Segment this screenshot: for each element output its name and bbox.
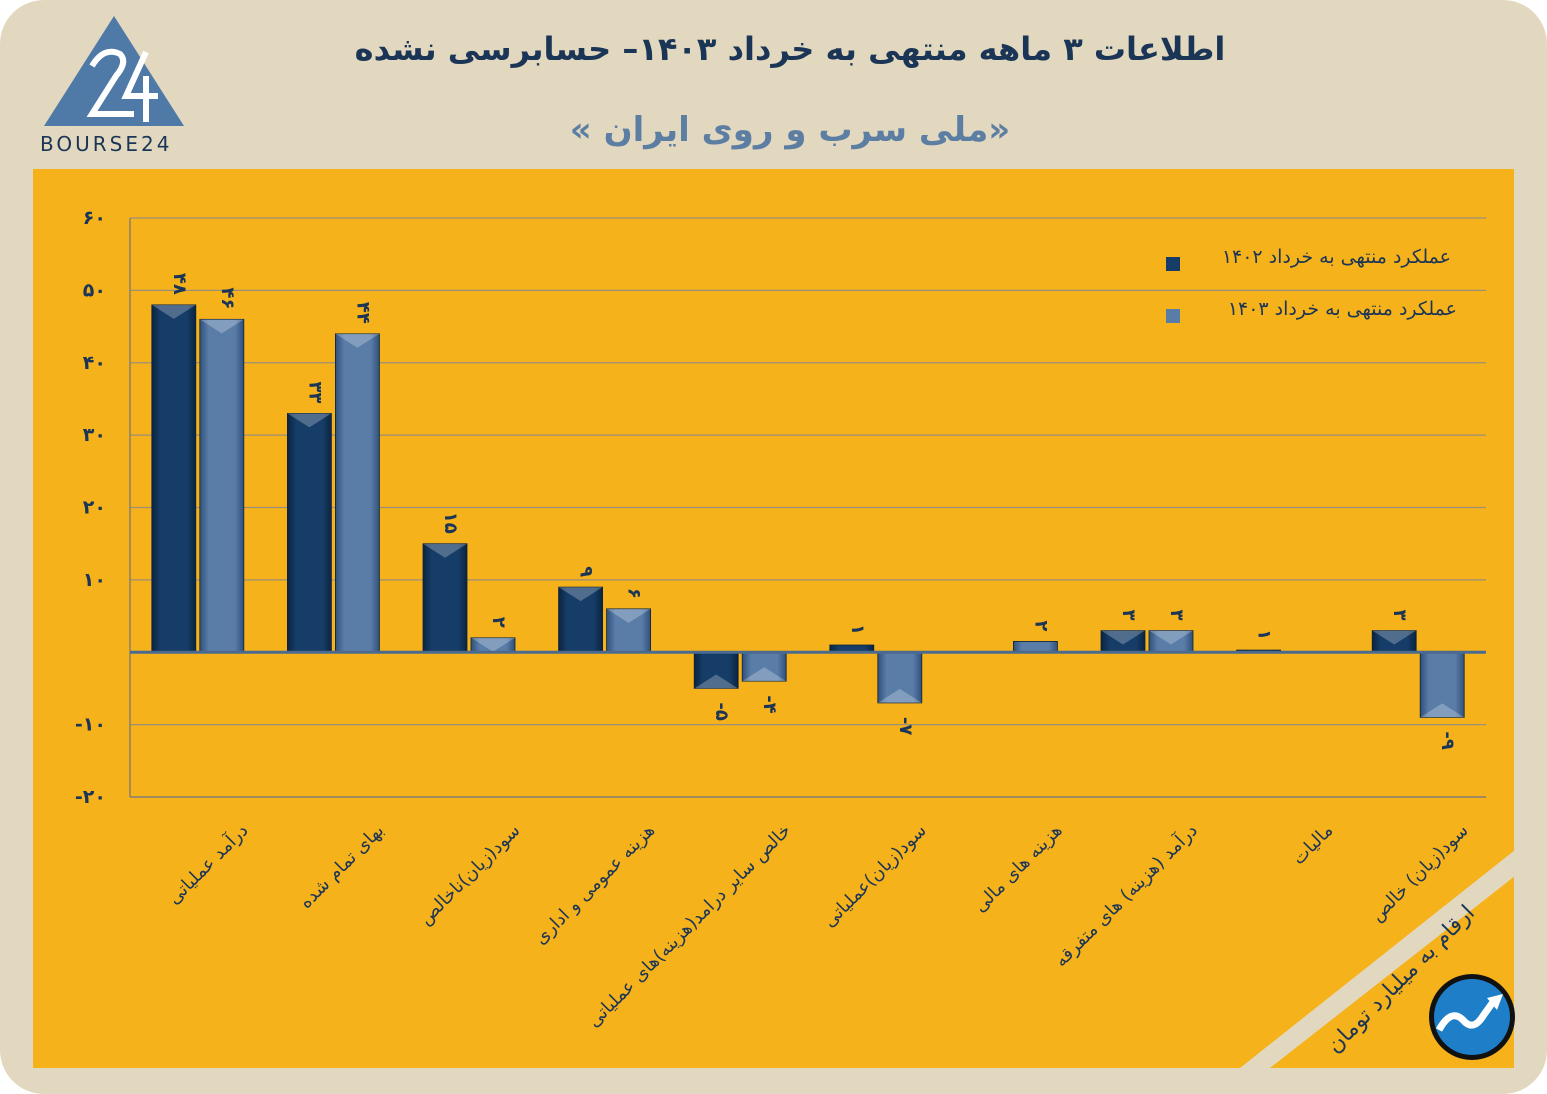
data-label: ۲ [488,617,509,628]
bar-bevel [151,304,196,319]
bar-chart: -۲۰ -۱۰ ۱۰ ۲۰ ۳۰ ۴۰ ۵۰ ۶۰ ۴۸ ۳۳ ۱۵ ۹ -۵ ۱ ۳ ۱ ۳ ۴۶ ۴۴ ۲ ۶ -۴ -… [75,207,1486,808]
data-label: ۱ [1254,629,1275,640]
bar-1403 [606,608,651,653]
bar-bevel [287,413,332,428]
bar-1402 [422,543,468,653]
bar-bevel [1149,630,1193,645]
bar-1402 [693,651,739,689]
data-label: ۳ [1389,610,1410,621]
bar-bevel [471,637,515,652]
page-title: اطلاعات ۳ ماهه منتهی به خرداد ۱۴۰۳– حساب… [354,30,1226,68]
y-tick-label: -۱۰ [75,714,106,736]
bar-1402 [151,304,197,653]
data-label: ۶ [624,588,645,599]
data-label: -۹ [1437,731,1458,749]
bar-bevel [742,667,787,682]
data-label: ۴۶ [217,287,238,309]
y-tick-label: ۲۰ [83,497,106,519]
legend-entry-1402: عملکرد منتهی به خرداد ۱۴۰۲ [1221,246,1451,268]
bar-1403 [741,651,787,682]
data-label: ۱ [847,624,868,635]
y-tick-label: ۱۰ [83,569,106,591]
data-label: ۳۳ [304,381,325,403]
bar-bevel [1372,630,1417,645]
y-tick-label: -۲۰ [75,786,106,808]
data-label: ۴۸ [169,273,190,295]
bar-1403 [1013,640,1058,653]
bar-bevel [199,319,244,334]
bar-bevel [558,587,603,602]
trend-arrow-icon [1429,974,1515,1060]
bar-bevel [877,688,922,703]
bar-1402 [286,413,332,653]
y-tick-label: ۴۰ [83,352,106,374]
bar-bevel [423,543,467,558]
bar-bevel [1101,630,1145,645]
bar-bevel [335,333,380,348]
bar-1403 [334,333,380,653]
y-tick-label: ۳۰ [83,424,106,446]
y-tick-label: ۶۰ [83,207,106,229]
corner-stripe [1240,850,1515,1068]
data-label: ۹ [576,566,597,577]
legend-swatch-1402 [1166,257,1180,271]
data-label: -۵ [711,702,732,720]
bar-1403 [1419,651,1465,718]
bourse24-logo-icon [44,16,184,126]
data-label: -۴ [759,695,780,713]
data-label: ۱۵ [440,512,461,534]
bar-bevel [606,608,651,623]
page-subtitle: «ملی سرب و روی ایران » [569,110,1011,150]
data-label: -۷ [895,717,916,735]
bar-1402 [558,586,603,653]
bar-bevel [694,674,739,689]
logo-text: BOURSE24 [40,132,173,156]
bar-1403 [199,318,245,653]
bar-bevel [1420,703,1465,718]
data-label: ۴۴ [352,302,373,324]
data-label: ۳ [1166,610,1187,621]
chart-panel: -۲۰ -۱۰ ۱۰ ۲۰ ۳۰ ۴۰ ۵۰ ۶۰ ۴۸ ۳۳ ۱۵ ۹ -۵ ۱ ۳ ۱ ۳ ۴۶ ۴۴ ۲ ۶ -۴ -… [33,169,1514,1068]
y-tick-label: ۵۰ [83,279,106,301]
data-label: ۲ [1030,620,1051,631]
legend-entry-1403: عملکرد منتهی به خرداد ۱۴۰۳ [1227,298,1457,320]
legend-swatch-1403 [1166,309,1180,323]
data-label: ۳ [1118,610,1139,621]
